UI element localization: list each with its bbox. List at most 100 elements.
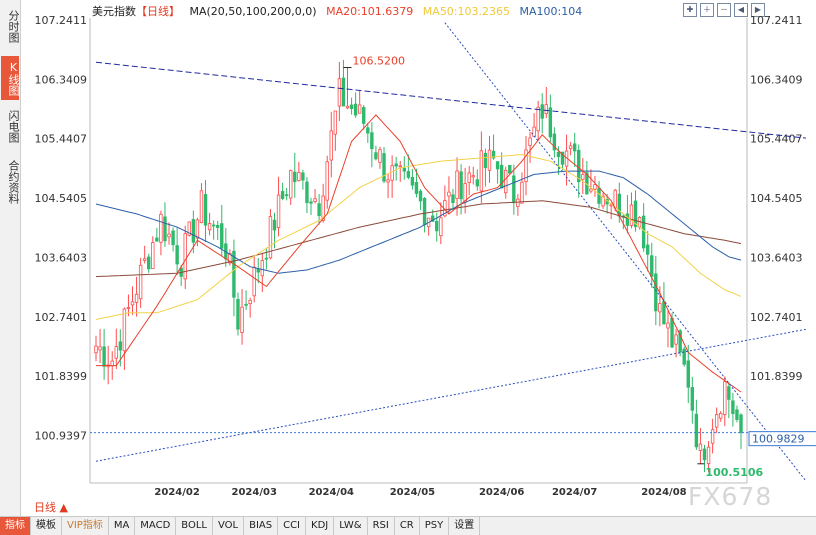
- candle-body: [678, 330, 682, 353]
- scroll-right-icon[interactable]: ▶: [751, 3, 765, 17]
- candle-body: [641, 215, 646, 249]
- candle-body: [301, 172, 305, 181]
- candle-body: [159, 213, 163, 243]
- candle-body: [264, 257, 269, 260]
- y-tick-label-left: 103.6403: [35, 251, 88, 264]
- tab-cci[interactable]: CCI: [278, 517, 307, 535]
- candle-body: [589, 188, 593, 192]
- watermark: FX678: [688, 482, 773, 511]
- candle-body: [268, 216, 273, 259]
- candle-body: [512, 175, 516, 204]
- candle-body: [719, 413, 723, 419]
- candle-body: [552, 133, 557, 151]
- candle-body: [727, 386, 731, 400]
- tab-vol[interactable]: VOL: [213, 517, 245, 535]
- candle-body: [520, 181, 524, 204]
- candle-body: [228, 253, 232, 264]
- tab-kdj[interactable]: KDJ: [306, 517, 335, 535]
- candle-body: [467, 172, 471, 184]
- candle-body: [114, 346, 118, 359]
- candle-body: [504, 169, 508, 194]
- x-tick-label: 2024/07: [552, 487, 597, 498]
- candle-body: [341, 77, 346, 107]
- candle-body: [374, 152, 378, 160]
- candle-body: [731, 400, 735, 414]
- scroll-left-icon[interactable]: ◀: [734, 3, 748, 17]
- candle-body: [645, 244, 650, 255]
- period-arrow-icon: ▲: [59, 501, 68, 514]
- y-tick-label-left: 101.8399: [35, 370, 88, 383]
- kline-chart[interactable]: 107.2411 107.2411 106.3409 106.3409 105.4407…: [20, 0, 816, 500]
- tab-flash-chart[interactable]: 闪电图: [7, 109, 20, 143]
- candle-body: [491, 150, 496, 159]
- candle-body: [349, 104, 354, 109]
- ma100-value: MA100:104: [519, 5, 583, 18]
- candle-body: [723, 381, 727, 415]
- tab-template[interactable]: 模板: [31, 517, 62, 535]
- tab-lw[interactable]: LW&: [334, 517, 368, 535]
- candle-body: [232, 250, 236, 298]
- period-selector[interactable]: 日线 ▲: [20, 500, 90, 516]
- candle-body: [297, 172, 301, 181]
- y-tick-label-right: 103.6403: [750, 251, 803, 264]
- instrument-name: 美元指数: [92, 5, 136, 18]
- candle-body: [122, 308, 127, 352]
- candle-body: [532, 126, 536, 137]
- ma200-line: [95, 200, 742, 278]
- candle-body: [487, 149, 492, 171]
- candle-body: [581, 174, 585, 180]
- candle-body: [130, 301, 135, 306]
- low-label: 100.5106: [705, 466, 763, 479]
- tab-boll[interactable]: BOLL: [176, 517, 213, 535]
- candle-body: [293, 171, 297, 183]
- crosshair-icon[interactable]: ✚: [683, 3, 697, 17]
- candle-body: [240, 306, 244, 333]
- candle-body: [406, 171, 411, 178]
- tab-psy[interactable]: PSY: [420, 517, 450, 535]
- candle-body: [378, 149, 382, 163]
- candle-body: [601, 195, 605, 207]
- y-tick-label-left: 105.4407: [35, 133, 88, 146]
- x-tick-label: 2024/03: [232, 487, 277, 498]
- candle-body: [528, 137, 532, 146]
- candle-body: [650, 255, 654, 277]
- candle-body: [714, 414, 719, 428]
- tab-rsi[interactable]: RSI: [368, 517, 395, 535]
- ma-params[interactable]: MA(20,50,100,200,0,0): [189, 5, 317, 18]
- tab-cr[interactable]: CR: [395, 517, 420, 535]
- ma20-value: MA20:101.6379: [326, 5, 414, 18]
- zoom-in-icon[interactable]: ＋: [700, 3, 714, 17]
- y-tick-label-left: 104.5405: [35, 192, 88, 205]
- candle-body: [483, 152, 488, 169]
- candle-body: [248, 299, 252, 305]
- trend-line: [95, 328, 806, 462]
- tab-contract-info[interactable]: 合约资料: [7, 160, 20, 204]
- candle-body: [682, 348, 686, 365]
- x-tick-label: 2024/04: [309, 487, 354, 498]
- candle-body: [333, 110, 338, 135]
- y-tick-label-right: 106.3409: [750, 73, 803, 86]
- candle-body: [702, 448, 707, 461]
- candle-body: [398, 165, 402, 168]
- tab-settings[interactable]: 设置: [449, 517, 481, 535]
- tab-vip-indicator[interactable]: VIP指标: [62, 517, 109, 535]
- candle-body: [98, 346, 102, 351]
- candle-body: [187, 221, 192, 236]
- candle-body: [706, 446, 711, 464]
- trend-line: [95, 61, 806, 139]
- candle-body: [203, 194, 208, 226]
- x-tick-label: 2024/08: [641, 487, 686, 498]
- tab-indicator[interactable]: 指标: [0, 517, 31, 535]
- tab-ma[interactable]: MA: [109, 517, 136, 535]
- tab-time-chart[interactable]: 分时图: [7, 9, 20, 43]
- candle-body: [694, 413, 699, 448]
- tab-bias[interactable]: BIAS: [244, 517, 279, 535]
- candle-body: [151, 242, 155, 269]
- ma100-line: [95, 170, 742, 274]
- tab-macd[interactable]: MACD: [135, 517, 177, 535]
- tab-kline-chart[interactable]: K线图: [1, 56, 20, 100]
- zoom-out-icon[interactable]: －: [717, 3, 731, 17]
- chart-toolbar: ✚ ＋ － ◀ ▶: [683, 3, 765, 17]
- candle-body: [471, 175, 475, 178]
- candle-body: [613, 189, 617, 209]
